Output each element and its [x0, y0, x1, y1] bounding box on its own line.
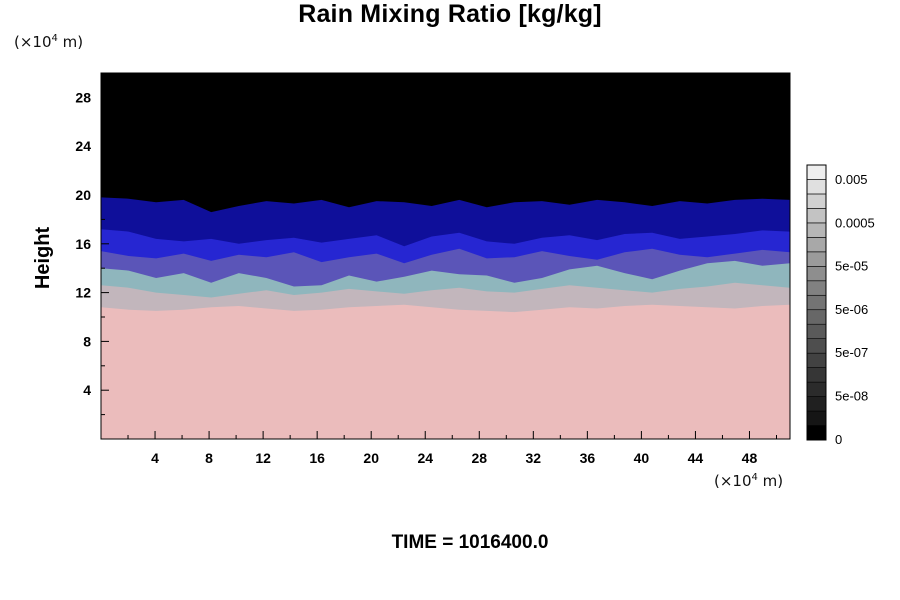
- y-tick-label: 20: [75, 187, 91, 203]
- colorbar-swatch: [806, 367, 827, 383]
- x-tick-label: 24: [417, 450, 433, 466]
- colorbar-label: 5e-06: [835, 302, 868, 317]
- x-tick-label: 48: [742, 450, 758, 466]
- time-label: TIME = 1016400.0: [391, 532, 549, 553]
- colorbar-frame: [806, 164, 827, 441]
- colorbar-label: 5e-07: [835, 345, 868, 360]
- y-axis-unit: (×104 m): [14, 33, 84, 51]
- colorbar-label: 0.005: [835, 172, 868, 187]
- x-tick-label: 32: [526, 450, 542, 466]
- y-axis: 4 8 12 16 20 24 28: [75, 89, 109, 416]
- x-tick-label: 16: [309, 450, 325, 466]
- y-tick-label: 16: [75, 236, 91, 252]
- colorbar-label: 0: [835, 432, 842, 447]
- colorbar-swatch: [806, 208, 827, 224]
- x-axis: 4 8 12 16 20 24 28 32 36 40 44 48: [127, 431, 777, 466]
- colorbar-swatch: [806, 280, 827, 296]
- x-tick-label: 8: [205, 450, 213, 466]
- colorbar-swatch: [806, 410, 827, 426]
- x-tick-label: 36: [580, 450, 596, 466]
- x-tick-label: 12: [255, 450, 271, 466]
- colorbar-label: 0.0005: [835, 215, 875, 230]
- colorbar-swatch: [806, 294, 827, 311]
- colorbar-swatch: [806, 396, 827, 412]
- plot-frame: [100, 72, 791, 440]
- colorbar-swatch: [806, 222, 827, 238]
- colorbar-swatch: [806, 338, 827, 354]
- colorbar-swatch: [806, 179, 827, 195]
- x-tick-label: 40: [634, 450, 650, 466]
- y-tick-label: 4: [83, 382, 91, 398]
- x-axis-unit: (×104 m): [714, 472, 784, 490]
- x-tick-label: 20: [363, 450, 379, 466]
- x-tick-label: 4: [151, 450, 159, 466]
- colorbar-label: 5e-05: [835, 259, 868, 274]
- layer-low-pink: [101, 304, 790, 439]
- x-tick-label: 28: [471, 450, 487, 466]
- y-axis-label: Height: [32, 227, 54, 290]
- colorbar: 0.005 0.0005 5e-05 5e-06 5e-07 5e-08 0: [806, 164, 875, 447]
- colorbar-swatch: [806, 425, 827, 441]
- colorbar-swatch: [806, 251, 827, 267]
- y-tick-label: 28: [75, 89, 91, 105]
- chart-title: Rain Mixing Ratio [kg/kg]: [298, 0, 602, 28]
- colorbar-label: 5e-08: [835, 389, 868, 404]
- colorbar-swatch: [806, 237, 827, 253]
- colorbar-swatch: [806, 381, 827, 397]
- y-tick-label: 8: [83, 333, 91, 349]
- heatmap-field: [100, 72, 791, 440]
- colorbar-swatch: [806, 352, 827, 368]
- colorbar-swatch: [806, 266, 827, 282]
- colorbar-swatch: [806, 193, 827, 209]
- colorbar-swatch: [806, 309, 827, 325]
- y-tick-label: 24: [75, 138, 91, 154]
- colorbar-swatch: [806, 323, 827, 339]
- colorbar-swatch: [806, 164, 827, 180]
- x-tick-label: 44: [688, 450, 704, 466]
- y-tick-label: 12: [75, 285, 91, 301]
